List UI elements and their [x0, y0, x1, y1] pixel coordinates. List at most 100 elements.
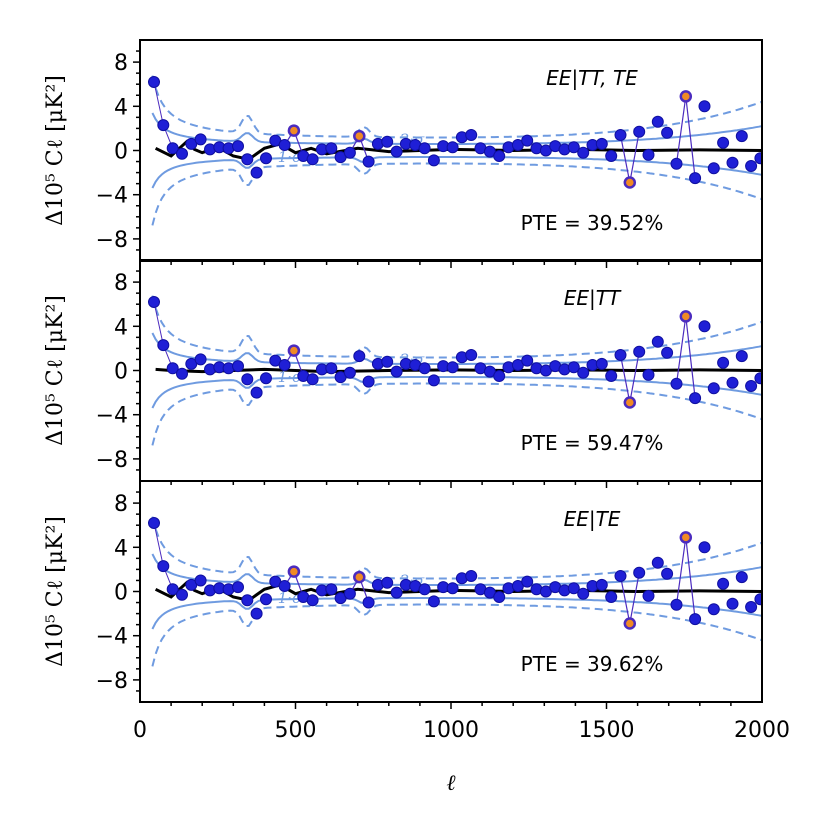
data-point [465, 570, 478, 582]
data-point [567, 141, 580, 154]
data-point [390, 145, 403, 158]
band-1sigma-lower [151, 597, 762, 630]
data-point [707, 603, 720, 616]
panels: 1·σ2·σ −8 −4 0 4 8 Δ10⁵ Cℓ [μK²] EE|TT, TE PTE =… [43, 39, 763, 709]
data-point [241, 594, 254, 607]
x-axis: 0 500 1000 1500 2000 [133, 718, 790, 743]
y-axis-label: Δ10⁵ Cℓ [μK²] [43, 75, 68, 226]
y-tick-label: −8 [96, 228, 128, 253]
outlier-point [679, 90, 693, 103]
data-point [194, 574, 207, 587]
data-point [343, 587, 356, 600]
data-point [707, 162, 720, 175]
data-point [493, 370, 506, 382]
outlier-point [353, 129, 366, 143]
data-point [278, 580, 291, 592]
data-point [754, 593, 762, 606]
data-point [306, 153, 319, 166]
data-point [651, 556, 664, 569]
data-point [241, 153, 254, 166]
y-axis-label: Δ10⁵ Cℓ [μK²] [43, 516, 68, 667]
data-point [567, 582, 580, 595]
panel-title: EE|TT, TE [546, 66, 638, 90]
pte-label: PTE = 59.47% [521, 431, 664, 455]
data-point [651, 335, 664, 348]
y-tick-label: 0 [114, 581, 128, 606]
data-point [465, 349, 478, 361]
data-point [717, 577, 730, 590]
data-point [642, 148, 655, 161]
y-tick-label: −4 [96, 404, 128, 429]
data-point [726, 376, 739, 389]
data-point [390, 365, 403, 378]
data-point [166, 142, 179, 155]
data-point [250, 386, 263, 399]
y-axis: −8 −4 0 4 8 [96, 491, 140, 694]
data-point [614, 129, 627, 141]
data-point [278, 359, 291, 371]
data-point [614, 570, 627, 582]
y-tick-label: 0 [114, 140, 128, 165]
outlier-point [623, 617, 637, 630]
x-tick-label: 1000 [423, 718, 479, 743]
data-point [689, 172, 702, 185]
panel-title: EE|TE [564, 507, 621, 531]
data-point [577, 146, 590, 159]
data-point [427, 595, 440, 608]
band-1sigma-lower [151, 376, 762, 409]
data-point [446, 141, 459, 154]
y-tick-label: 4 [114, 536, 128, 561]
data-point [306, 373, 319, 386]
data-point [521, 354, 534, 367]
panel-ee-tt: 1·σ2·σ −8 −4 0 4 8 Δ10⁵ Cℓ [μK²] EE|TT PTE = 59.… [43, 259, 763, 488]
data-point [605, 591, 618, 603]
one-sigma-label: 1·σ [278, 589, 303, 607]
data-point [698, 320, 711, 333]
data-point [595, 578, 608, 591]
data-point [148, 296, 160, 308]
data-point [446, 582, 459, 595]
x-tick-label: 500 [275, 718, 317, 743]
y-axis: −8 −4 0 4 8 [96, 50, 140, 253]
x-axis-label: ℓ [446, 771, 456, 796]
data-point [670, 598, 683, 611]
y-tick-label: 8 [114, 271, 128, 296]
data-point [418, 583, 431, 596]
data-point [577, 587, 590, 600]
data-point [325, 142, 338, 155]
data-point [176, 147, 188, 160]
data-point [670, 157, 683, 170]
data-point [735, 571, 748, 584]
y-tick-label: 4 [114, 315, 128, 340]
band-2sigma-lower [151, 162, 762, 226]
data-point [381, 355, 394, 368]
data-point [446, 361, 459, 374]
data-point [381, 576, 394, 589]
outlier-point [287, 124, 301, 137]
outlier-point [679, 531, 693, 544]
one-sigma-label: 1·σ [278, 148, 303, 166]
outlier-point [623, 396, 637, 409]
data-point [250, 607, 263, 620]
data-point [745, 380, 758, 392]
data-point [343, 146, 356, 159]
data-point [260, 593, 272, 606]
y-tick-label: 8 [114, 492, 128, 517]
data-point [493, 591, 506, 603]
data-point [232, 360, 244, 373]
y-tick-label: 0 [114, 360, 128, 385]
data-point [381, 135, 394, 148]
data-point [735, 130, 748, 143]
data-point [157, 339, 170, 352]
data-point [194, 133, 207, 146]
outlier-point [679, 310, 693, 323]
data-point [325, 362, 338, 375]
data-point [567, 361, 580, 374]
y-axis-label: Δ10⁵ Cℓ [μK²] [43, 295, 68, 446]
panel-ee-te: 1·σ2·σ −8 −4 0 4 8 Δ10⁵ Cℓ [μK²] EE|TE PTE = 39.… [43, 480, 763, 709]
data-point [260, 372, 272, 385]
data-point [194, 353, 207, 366]
data-point [577, 366, 590, 379]
data-point [698, 100, 711, 113]
